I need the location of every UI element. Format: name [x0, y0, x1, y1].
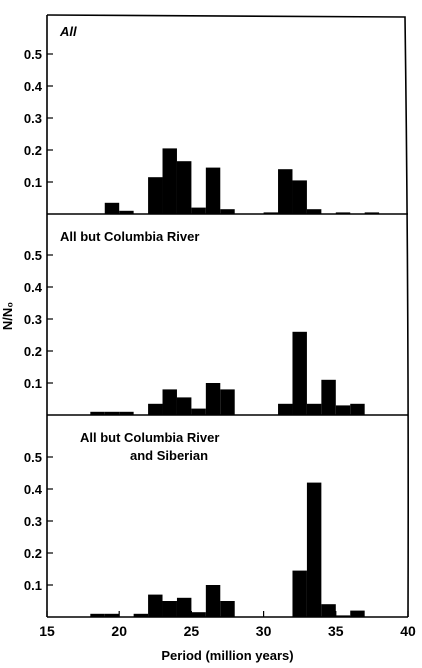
- x-tick-label: 30: [256, 623, 272, 639]
- y-tick-label: 0.2: [24, 143, 42, 158]
- histogram-bar: [263, 212, 279, 214]
- histogram-bar: [292, 180, 307, 214]
- histogram-bar: [148, 594, 163, 617]
- histogram-bar: [148, 177, 163, 214]
- histogram-bar: [335, 615, 351, 617]
- histogram-bar: [162, 389, 177, 415]
- histogram-bar: [176, 161, 192, 214]
- histogram-bar: [306, 209, 322, 214]
- y-tick-label: 0.2: [24, 344, 42, 359]
- y-tick-label: 0.4: [24, 280, 43, 295]
- labels-layer: 0.1 0.2 0.3 0.4 0.5 All 0.1 0.2 0.3 0.4 0.5 All but…: [0, 24, 416, 663]
- histogram-bar: [220, 601, 235, 617]
- histogram-bar: [104, 613, 120, 617]
- histogram-bar: [292, 331, 307, 415]
- histogram-bar: [292, 570, 307, 617]
- histogram-bar: [205, 585, 221, 617]
- y-tick-label: 0.5: [24, 47, 42, 62]
- bars-layer: [90, 148, 380, 617]
- y-tick-label: 0.3: [24, 514, 42, 529]
- histogram-bar: [335, 405, 351, 415]
- y-tick-label: 0.4: [24, 79, 43, 94]
- histogram-bar: [119, 210, 134, 214]
- histogram-bar: [191, 408, 206, 415]
- histogram-bar: [205, 383, 221, 415]
- histogram-bar: [104, 411, 120, 415]
- y-tick-label: 0.4: [24, 482, 43, 497]
- histogram-bar: [321, 379, 336, 415]
- histogram-bar: [191, 612, 206, 617]
- panel-title: All but Columbia River: [80, 430, 219, 445]
- histogram-bar: [306, 403, 322, 415]
- histogram-bar: [350, 610, 365, 617]
- y-tick-label: 0.3: [24, 111, 42, 126]
- histogram-bar: [278, 403, 293, 415]
- x-axis-label: Period (million years): [161, 648, 293, 663]
- x-tick-label: 35: [328, 623, 344, 639]
- histogram-bar: [162, 601, 177, 617]
- frame-top-right-edge: [46, 14, 409, 618]
- histogram-bar: [220, 389, 235, 415]
- histogram-bar: [104, 202, 120, 214]
- histogram-bar: [191, 207, 206, 214]
- y-tick-label: 0.1: [24, 376, 42, 391]
- histogram-bar: [364, 212, 380, 214]
- plot-frame: [46, 14, 409, 618]
- histogram-bar: [321, 604, 336, 617]
- panel-title: All: [59, 24, 77, 39]
- histogram-bar: [205, 167, 221, 214]
- histogram-bar: [350, 403, 365, 415]
- y-axis-label: N/N₀: [0, 302, 15, 330]
- histogram-bar: [119, 411, 134, 415]
- histogram-bar: [176, 397, 192, 415]
- y-tick-label: 0.5: [24, 450, 42, 465]
- y-tick-label: 0.1: [24, 175, 42, 190]
- histogram-bar: [90, 613, 105, 617]
- y-tick-label: 0.2: [24, 546, 42, 561]
- y-tick-label: 0.3: [24, 312, 42, 327]
- x-tick-label: 40: [400, 623, 416, 639]
- histogram-bar: [148, 403, 163, 415]
- x-tick-label: 20: [111, 623, 127, 639]
- x-tick-label: 15: [39, 623, 55, 639]
- histogram-bar: [133, 613, 149, 617]
- histogram-bar: [162, 148, 177, 214]
- histogram-bar: [335, 212, 351, 214]
- histogram-bar: [90, 411, 105, 415]
- histogram-bar: [220, 209, 235, 214]
- histogram-bar: [176, 597, 192, 617]
- panel-title-line2: and Siberian: [130, 448, 208, 463]
- y-tick-label: 0.5: [24, 248, 42, 263]
- x-tick-label: 25: [184, 623, 200, 639]
- histogram-bar: [278, 169, 293, 214]
- y-tick-label: 0.1: [24, 578, 42, 593]
- panel-title: All but Columbia River: [60, 229, 199, 244]
- ticks-layer: [46, 53, 409, 617]
- histogram-bar: [306, 482, 322, 617]
